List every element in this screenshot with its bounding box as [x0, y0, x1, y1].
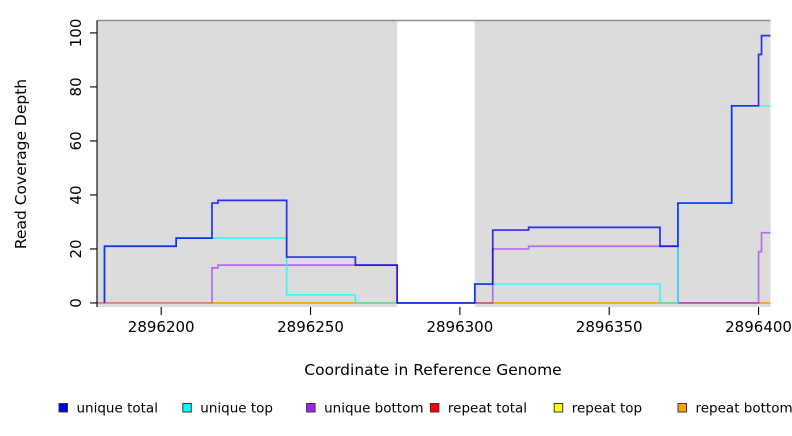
legend-label: unique bottom [324, 401, 423, 417]
plot-panel [97, 21, 771, 308]
legend-swatch [59, 404, 68, 413]
legend-swatch [307, 404, 316, 413]
legend-item: unique total [59, 401, 158, 417]
alignment-gap-region [397, 21, 475, 308]
y-tick-label: 0 [67, 298, 85, 308]
y-tick-label: 40 [67, 185, 85, 204]
x-tick-label: 2896350 [576, 318, 643, 336]
legend-swatch [183, 404, 192, 413]
legend-item: unique top [183, 401, 273, 417]
legend-item: unique bottom [307, 401, 424, 417]
y-tick-label: 100 [67, 19, 85, 48]
x-tick-label: 2896250 [277, 318, 344, 336]
x-axis-title: Coordinate in Reference Genome [304, 361, 561, 379]
legend-label: repeat top [572, 401, 642, 417]
x-tick-label: 2896400 [725, 318, 792, 336]
legend-label: repeat total [448, 401, 527, 417]
legend-item: repeat bottom [678, 401, 792, 417]
legend: unique total unique top unique bottom repea… [59, 401, 792, 417]
legend-item: repeat top [554, 401, 642, 417]
legend-label: unique total [77, 401, 158, 417]
x-tick-label: 2896200 [128, 318, 195, 336]
legend-swatch [554, 404, 563, 413]
y-tick-label: 80 [67, 77, 85, 96]
legend-swatch [430, 404, 439, 413]
legend-label: unique top [200, 401, 273, 417]
x-tick-label: 2896300 [426, 318, 493, 336]
legend-label: repeat bottom [696, 401, 792, 417]
y-tick-label: 60 [67, 131, 85, 150]
y-tick-label: 20 [67, 239, 85, 258]
legend-item: repeat total [430, 401, 527, 417]
legend-swatch [678, 404, 687, 413]
y-axis-title: Read Coverage Depth [12, 79, 30, 249]
